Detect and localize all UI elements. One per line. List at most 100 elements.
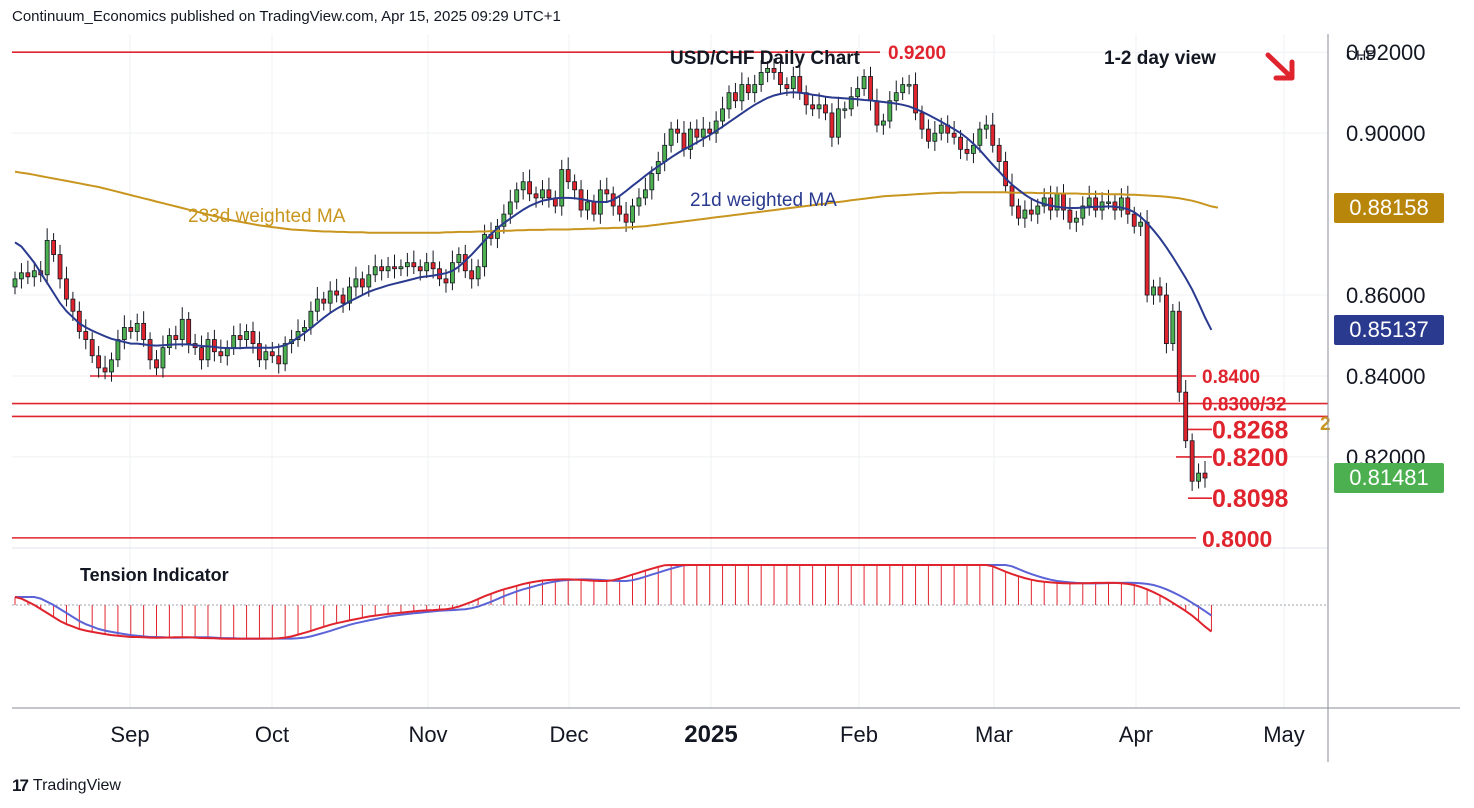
candle-body	[951, 132, 957, 138]
candle-body	[816, 104, 822, 110]
candle-body	[778, 72, 783, 85]
candle-body	[154, 359, 159, 369]
candle-body	[977, 128, 983, 146]
candle-body	[848, 96, 854, 110]
candle-body	[604, 189, 610, 195]
candle-body	[771, 68, 777, 73]
candle-body	[1157, 286, 1163, 296]
candle-body	[913, 84, 918, 114]
time-tick-label: May	[1263, 722, 1305, 747]
currency-label: CHF	[1346, 47, 1375, 63]
candle-body	[810, 104, 816, 110]
candle-body	[244, 331, 249, 340]
candle-body	[707, 128, 713, 134]
price-tick-label: 0.84000	[1346, 364, 1426, 389]
candle-body	[51, 240, 56, 255]
candle-body	[700, 128, 706, 138]
candle-body	[1009, 185, 1015, 207]
candle-body	[1022, 209, 1028, 219]
candle-body	[1048, 197, 1054, 211]
candle-body	[121, 327, 127, 340]
ma233-label: 233d weighted MA	[188, 206, 346, 227]
candle-body	[212, 339, 217, 353]
candle-body	[623, 213, 629, 223]
level-label: 0.8400	[1202, 367, 1260, 388]
candle-body	[1125, 197, 1131, 215]
candle-body	[282, 343, 288, 365]
candle-body	[1028, 209, 1034, 215]
candle-body	[166, 335, 172, 349]
price-tick-label: 0.86000	[1346, 283, 1426, 308]
candle-body	[765, 68, 770, 73]
tension-line	[14, 564, 1213, 640]
candle-body	[694, 128, 700, 138]
candle-body	[385, 266, 391, 272]
candle-body	[366, 274, 372, 288]
candle-body	[173, 335, 179, 340]
edge-label: 2	[1320, 414, 1331, 435]
candle-body	[353, 278, 359, 288]
candle-body	[758, 72, 764, 85]
candle-body	[642, 189, 648, 199]
candle-body	[520, 181, 526, 191]
ma21-line	[14, 91, 1213, 350]
candle-body	[880, 120, 886, 126]
candle-body	[12, 278, 18, 288]
candle-body	[276, 355, 282, 365]
candle-body	[835, 108, 841, 138]
candle-body	[1035, 205, 1041, 215]
candle-body	[359, 278, 365, 288]
candle-body	[269, 351, 275, 357]
candle-body	[507, 201, 513, 215]
ma233-line	[14, 170, 1219, 234]
price-tag: 0.88158	[1334, 192, 1444, 223]
candle-body	[874, 100, 880, 126]
candle-body	[636, 197, 642, 207]
candle-body	[1073, 217, 1079, 223]
candle-body	[57, 254, 63, 280]
candle-body	[1118, 197, 1124, 211]
time-tick-label: Dec	[549, 722, 588, 747]
candle-body	[829, 112, 835, 138]
candle-body	[617, 205, 623, 215]
candle-body	[1144, 221, 1150, 296]
candle-body	[1176, 310, 1182, 393]
candle-body	[160, 347, 166, 369]
candle-body	[681, 132, 687, 150]
candle-body	[900, 84, 906, 94]
candle-body	[1138, 221, 1144, 227]
candle-body	[926, 128, 931, 142]
candle-body	[411, 262, 417, 268]
candle-body	[443, 278, 449, 284]
candle-body	[1131, 213, 1137, 227]
candle-body	[996, 144, 1002, 162]
candle-body	[739, 84, 745, 102]
price-tag: 0.81481	[1334, 462, 1444, 493]
tradingview-brand[interactable]: TradingView	[32, 777, 121, 794]
candle-body	[1041, 197, 1047, 207]
candle-body	[983, 124, 989, 130]
candle-body	[527, 181, 532, 195]
candle-body	[327, 290, 333, 304]
candle-body	[720, 108, 725, 122]
candle-body	[424, 262, 430, 272]
level-label: 0.8098	[1212, 485, 1289, 513]
candle-body	[19, 272, 24, 280]
candle-body	[1106, 201, 1111, 204]
candle-body	[25, 272, 31, 278]
candle-body	[89, 339, 95, 357]
candle-body	[797, 76, 803, 94]
price-tick-label: 0.90000	[1346, 121, 1426, 146]
candle-body	[559, 169, 565, 207]
candle-body	[1170, 310, 1176, 345]
candle-body	[990, 124, 996, 146]
candle-body	[321, 298, 327, 304]
publisher-header: Continuum_Economics published on Trading…	[12, 8, 561, 25]
candle-body	[649, 173, 655, 191]
time-tick-label: Mar	[975, 722, 1013, 747]
candle-body	[630, 205, 635, 223]
candle-body	[964, 148, 970, 154]
candle-body	[372, 266, 378, 276]
candle-body	[250, 331, 256, 345]
candle-body	[417, 266, 423, 272]
